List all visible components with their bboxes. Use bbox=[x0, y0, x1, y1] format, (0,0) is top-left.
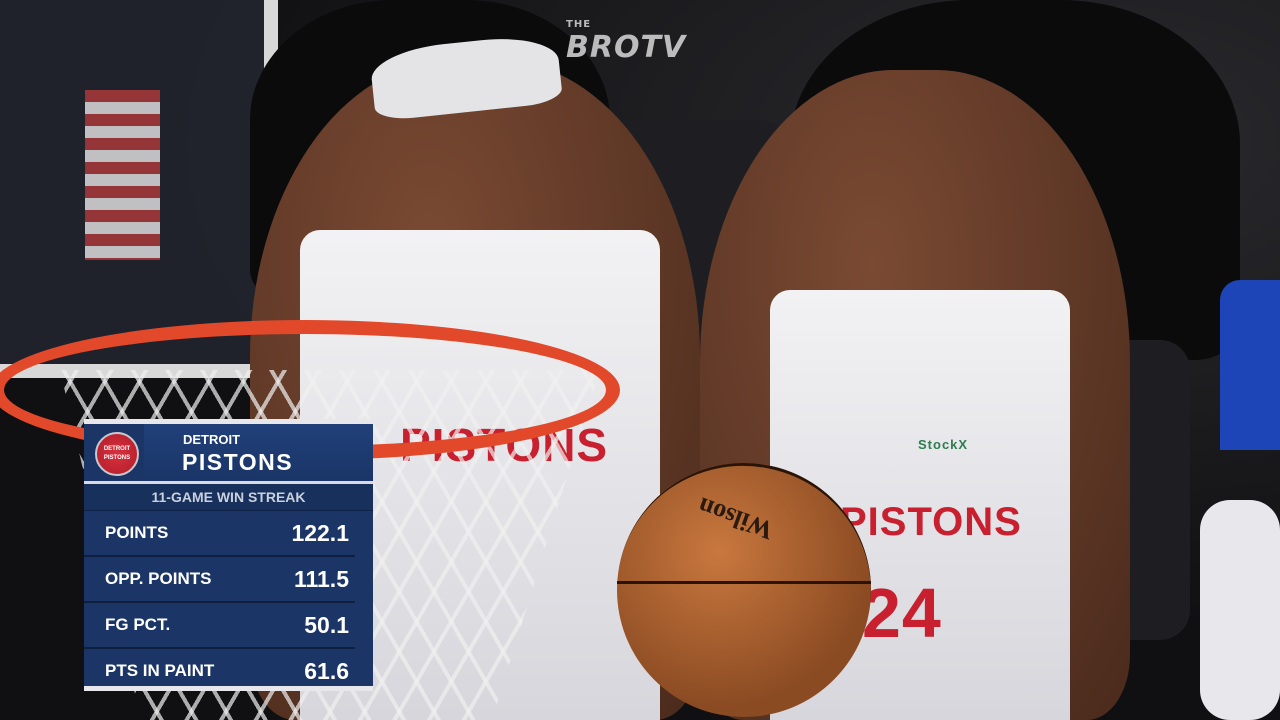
team-city: DETROIT bbox=[183, 432, 241, 447]
american-flag bbox=[85, 90, 160, 260]
stat-value: 111.5 bbox=[293, 565, 349, 592]
stat-value: 61.6 bbox=[304, 657, 349, 684]
stat-row: POINTS 122.1 bbox=[84, 511, 355, 557]
teammate-jersey bbox=[1220, 280, 1280, 450]
jersey-right-text: PISTONS bbox=[840, 500, 1022, 544]
watermark-line1: THE bbox=[566, 19, 592, 30]
basketball: Wilson bbox=[617, 463, 871, 717]
stat-row: FG PCT. 50.1 bbox=[84, 603, 355, 649]
arm-sleeve bbox=[1200, 500, 1280, 720]
streak-subtitle: 11-GAME WIN STREAK bbox=[84, 484, 373, 511]
team-stats-card: DETROIT PISTONS DETROIT PISTONS 11-GAME … bbox=[84, 419, 373, 691]
stat-row: PTS IN PAINT 61.6 bbox=[84, 649, 355, 693]
logo-text: DETROIT PISTONS bbox=[103, 446, 131, 461]
stat-label: PTS IN PAINT bbox=[105, 661, 215, 680]
stat-label: POINTS bbox=[105, 523, 169, 542]
stat-label: OPP. POINTS bbox=[105, 569, 212, 588]
stat-value: 122.1 bbox=[291, 519, 349, 546]
pistons-logo-icon: DETROIT PISTONS bbox=[95, 432, 139, 476]
jersey-number: 24 bbox=[862, 574, 942, 652]
card-header: DETROIT PISTONS DETROIT PISTONS bbox=[84, 424, 373, 484]
ball-brand: Wilson bbox=[694, 491, 778, 546]
channel-watermark: THE BROTV bbox=[566, 18, 686, 65]
sponsor-logo: StockX bbox=[918, 437, 969, 452]
stat-label: FG PCT. bbox=[105, 615, 171, 634]
team-name: PISTONS bbox=[182, 449, 294, 475]
stat-row: OPP. POINTS 111.5 bbox=[84, 557, 355, 603]
stat-value: 50.1 bbox=[304, 611, 349, 638]
watermark-line2: BROTV bbox=[566, 30, 687, 65]
